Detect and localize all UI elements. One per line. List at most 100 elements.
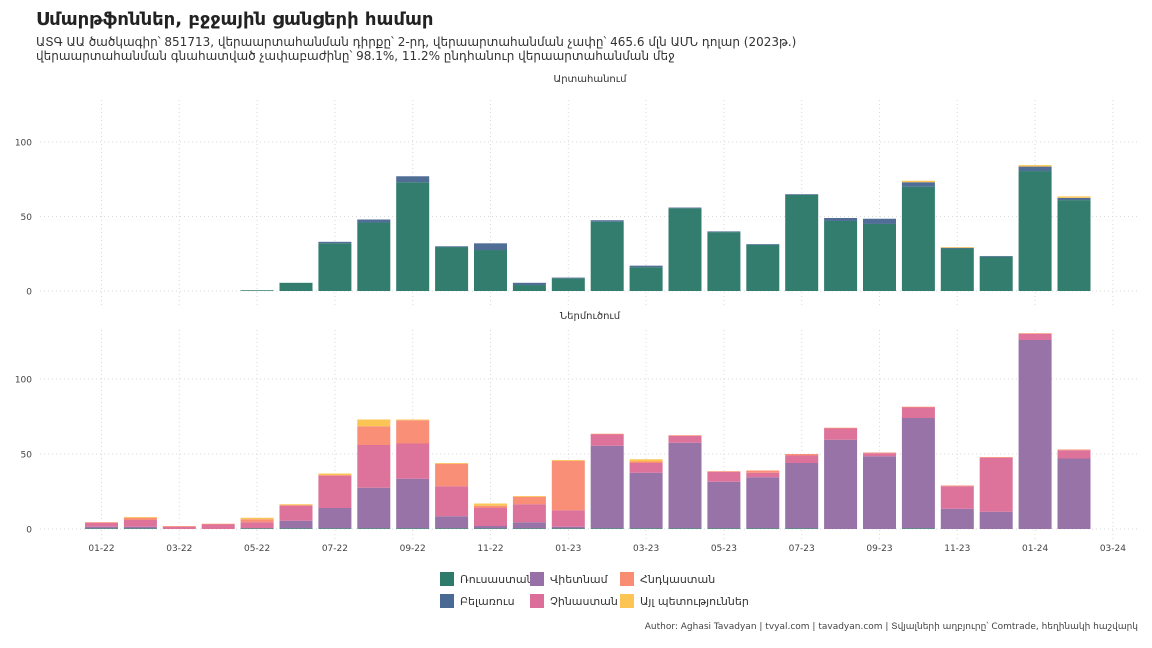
- bar-segment: [240, 517, 274, 520]
- bar-segment: [901, 406, 935, 408]
- bar-segment: [785, 463, 819, 529]
- bar-segment: [201, 523, 235, 525]
- legend-swatch-china: [530, 594, 544, 608]
- bar-segment: [396, 419, 430, 421]
- bar-segment: [474, 526, 507, 529]
- legend-label-russia: Ռուսաստան: [460, 572, 534, 586]
- bar-segment: [551, 510, 585, 527]
- x-tick-label: 03-23: [633, 544, 659, 554]
- chart-subtitle: ԱՏԳ ԱԱ ծածկագիր՝ 851713, վերաարտահանման …: [36, 35, 796, 63]
- bar-segment: [1018, 165, 1052, 167]
- bar-segment: [396, 528, 430, 529]
- subtitle-line-2: վերաարտահանման գնահատված չափաբաժինը՝ 98.…: [36, 49, 675, 63]
- legend-label-belarus: Բելառուս: [460, 594, 515, 608]
- legend: Ռուսաստան Վիետնամ Հնդկաստան Բելառուս Չին…: [440, 572, 749, 608]
- bar-segment: [901, 186, 935, 291]
- bar-segment: [279, 504, 313, 505]
- bar-segment: [512, 282, 546, 286]
- bar-segment: [824, 217, 858, 221]
- bar-segment: [1057, 197, 1091, 201]
- bar-segment: [901, 180, 935, 183]
- legend-item-belarus: Բելառուս: [440, 594, 530, 608]
- bar-segment: [396, 443, 430, 479]
- bar-segment: [590, 528, 624, 529]
- bar-segment: [629, 459, 663, 462]
- bar-segment: [512, 285, 546, 291]
- bar-segment: [435, 486, 469, 517]
- bar-segment: [668, 207, 702, 209]
- legend-swatch-russia: [440, 572, 454, 586]
- bar-segment: [668, 436, 702, 443]
- bar-segment: [940, 485, 974, 487]
- bar-segment: [85, 523, 118, 527]
- bar-segment: [746, 472, 780, 478]
- bar-segment: [785, 194, 819, 291]
- bar-segment: [785, 194, 819, 195]
- y-tick-label: 100: [15, 376, 32, 386]
- bar-segment: [240, 528, 274, 529]
- bar-segment: [940, 248, 974, 291]
- bar-segment: [318, 243, 352, 291]
- bar-segment: [474, 250, 507, 291]
- bar-segment: [1018, 166, 1052, 172]
- bar-segment: [240, 290, 274, 291]
- bar-segment: [123, 517, 157, 520]
- bar-segment: [940, 247, 974, 248]
- x-tick-label: 05-23: [711, 544, 737, 554]
- bar-segment: [551, 460, 585, 461]
- bar-segment: [940, 486, 974, 509]
- bar-segment: [590, 221, 624, 291]
- subtitle-line-1: ԱՏԳ ԱԱ ծածկագիր՝ 851713, վերաարտահանման …: [36, 35, 797, 49]
- legend-label-vietnam: Վիետնամ: [550, 572, 608, 586]
- bar-segment: [1057, 458, 1091, 529]
- bar-segment: [940, 247, 974, 249]
- bar-segment: [85, 528, 118, 529]
- bar-segment: [318, 508, 352, 529]
- bar-segment: [707, 471, 741, 472]
- bar-segment: [551, 278, 585, 291]
- legend-item-india: Հնդկաստան: [620, 572, 730, 586]
- bar-segment: [357, 419, 391, 427]
- legend-swatch-vietnam: [530, 572, 544, 586]
- bar-segment: [435, 247, 469, 291]
- bar-segment: [824, 439, 858, 529]
- bar-segment: [318, 475, 352, 508]
- bar-segment: [512, 496, 546, 497]
- bar-segment: [668, 442, 702, 529]
- bar-segment: [901, 528, 935, 529]
- bar-segment: [318, 528, 352, 529]
- bar-segment: [668, 435, 702, 436]
- bar-segment: [746, 244, 780, 291]
- legend-swatch-other: [620, 594, 634, 608]
- bar-segment: [279, 505, 313, 521]
- bar-segment: [435, 246, 469, 248]
- x-tick-label: 03-24: [1100, 544, 1126, 554]
- bar-segment: [512, 528, 546, 529]
- bar-segment: [1057, 450, 1091, 459]
- legend-item-russia: Ռուսաստան: [440, 572, 534, 586]
- bar-segment: [590, 433, 624, 435]
- bar-segment: [396, 182, 430, 291]
- bar-segment: [123, 517, 157, 518]
- bar-segment: [551, 277, 585, 279]
- bar-segment: [707, 472, 741, 482]
- bar-segment: [668, 208, 702, 291]
- bar-segment: [396, 176, 430, 183]
- bar-segment: [824, 428, 858, 440]
- bar-segment: [474, 505, 507, 508]
- bar-segment: [901, 407, 935, 418]
- legend-swatch-india: [620, 572, 634, 586]
- bar-segment: [474, 243, 507, 251]
- bar-segment: [707, 232, 741, 291]
- bar-segment: [785, 455, 819, 463]
- bar-segment: [357, 219, 391, 223]
- bar-segment: [668, 528, 702, 529]
- x-tick-label: 05-22: [244, 544, 270, 554]
- y-tick-label: 50: [21, 451, 33, 461]
- x-tick-label: 11-22: [477, 544, 503, 554]
- bar-segment: [240, 522, 274, 529]
- x-tick-label: 01-23: [555, 544, 581, 554]
- bar-segment: [824, 220, 858, 291]
- bar-segment: [512, 522, 546, 529]
